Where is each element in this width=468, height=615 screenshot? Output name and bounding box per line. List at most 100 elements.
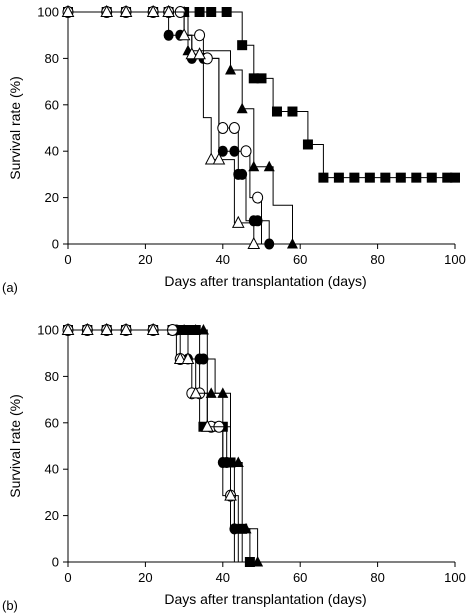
data-point <box>252 191 264 204</box>
x-tick-label: 100 <box>444 252 466 267</box>
data-point <box>119 4 133 17</box>
survival-curve-open-triangle <box>61 322 239 562</box>
data-point <box>248 73 259 84</box>
x-tick-label: 80 <box>370 252 384 267</box>
data-point <box>185 47 199 60</box>
y-tick-label: 40 <box>45 462 59 477</box>
data-point <box>146 4 160 17</box>
data-point <box>263 160 275 172</box>
data-point <box>333 172 344 183</box>
data-point <box>240 145 252 158</box>
y-axis-title: Survival rate (%) <box>7 394 23 497</box>
data-point <box>194 29 206 42</box>
data-point <box>204 152 218 165</box>
data-point <box>221 7 232 17</box>
data-point <box>200 419 214 432</box>
panel-label: (b) <box>2 598 18 613</box>
data-point <box>217 122 229 134</box>
x-tick-label: 20 <box>138 570 152 585</box>
data-point <box>411 172 422 183</box>
data-point <box>450 172 460 183</box>
y-tick-label: 20 <box>45 508 59 523</box>
data-point <box>256 73 267 84</box>
data-point <box>232 456 244 467</box>
y-tick-label: 60 <box>45 415 59 430</box>
chart-panel-b: 0 20 40 60 80 100 0 20 40 60 80 100 Days after trans… <box>2 323 466 614</box>
step-line <box>68 329 235 562</box>
data-point <box>247 236 261 249</box>
step-line <box>68 11 455 179</box>
data-point <box>231 215 245 228</box>
data-point <box>252 215 263 227</box>
data-point <box>248 160 260 172</box>
x-tick-label: 40 <box>216 570 230 585</box>
data-point <box>189 386 203 399</box>
data-point <box>224 488 237 501</box>
data-point <box>217 387 229 398</box>
data-point <box>146 322 160 335</box>
chart-panel-a: 0 20 40 60 80 100 0 20 40 60 80 100 Days after trans… <box>2 5 466 296</box>
data-point <box>177 28 191 41</box>
survival-curve-open-circle <box>62 324 237 562</box>
step-line <box>68 329 239 562</box>
data-point <box>349 172 360 183</box>
x-tick-label: 0 <box>64 252 71 267</box>
y-axis-title: Survival rate (%) <box>7 76 23 179</box>
y-tick-label: 20 <box>45 190 59 205</box>
data-point <box>380 172 391 183</box>
data-point <box>181 351 195 364</box>
x-tick-label: 40 <box>216 252 230 267</box>
data-point <box>197 324 209 335</box>
data-point <box>364 172 375 183</box>
data-point <box>198 353 209 365</box>
panel-label: (a) <box>2 280 18 295</box>
data-point <box>178 324 190 335</box>
x-tick-label: 0 <box>64 570 71 585</box>
data-point <box>225 64 237 75</box>
data-point <box>240 522 252 534</box>
survival-curve-filled-circle <box>63 324 243 562</box>
data-point <box>221 456 232 468</box>
y-tick-label: 100 <box>37 5 59 20</box>
data-point <box>198 421 209 432</box>
data-point <box>193 47 206 60</box>
data-point <box>264 238 275 250</box>
data-point <box>205 387 217 398</box>
data-point <box>206 7 217 17</box>
data-point <box>217 145 228 157</box>
y-tick-label: 0 <box>52 555 59 570</box>
survival-curve-filled-square <box>63 7 460 183</box>
data-point <box>442 172 453 183</box>
step-line <box>68 11 293 244</box>
data-point <box>163 29 174 41</box>
data-point <box>190 324 202 335</box>
data-point <box>162 4 175 17</box>
survival-curve-open-triangle <box>61 4 261 249</box>
data-point <box>100 322 114 335</box>
data-point <box>395 172 406 183</box>
data-point <box>302 139 313 150</box>
data-point <box>212 152 226 165</box>
data-point <box>119 322 133 335</box>
data-point <box>237 40 248 51</box>
data-point <box>237 168 248 180</box>
y-tick-label: 0 <box>52 237 59 252</box>
data-point <box>271 106 282 117</box>
data-point <box>426 172 437 183</box>
survival-curve-open-circle <box>62 6 264 244</box>
data-point <box>61 4 75 17</box>
data-point <box>287 106 298 117</box>
data-point <box>228 122 240 134</box>
x-tick-label: 60 <box>293 570 307 585</box>
x-tick-label: 60 <box>293 252 307 267</box>
data-point <box>229 145 240 157</box>
data-point <box>318 172 329 183</box>
survival-curve-filled-triangle <box>62 6 298 249</box>
data-point <box>286 238 298 249</box>
y-tick-label: 80 <box>45 369 59 384</box>
x-axis-title: Days after transplantation (days) <box>164 273 366 289</box>
survival-curve-filled-square <box>63 325 255 567</box>
x-tick-label: 100 <box>444 570 466 585</box>
y-tick-label: 100 <box>37 323 59 338</box>
